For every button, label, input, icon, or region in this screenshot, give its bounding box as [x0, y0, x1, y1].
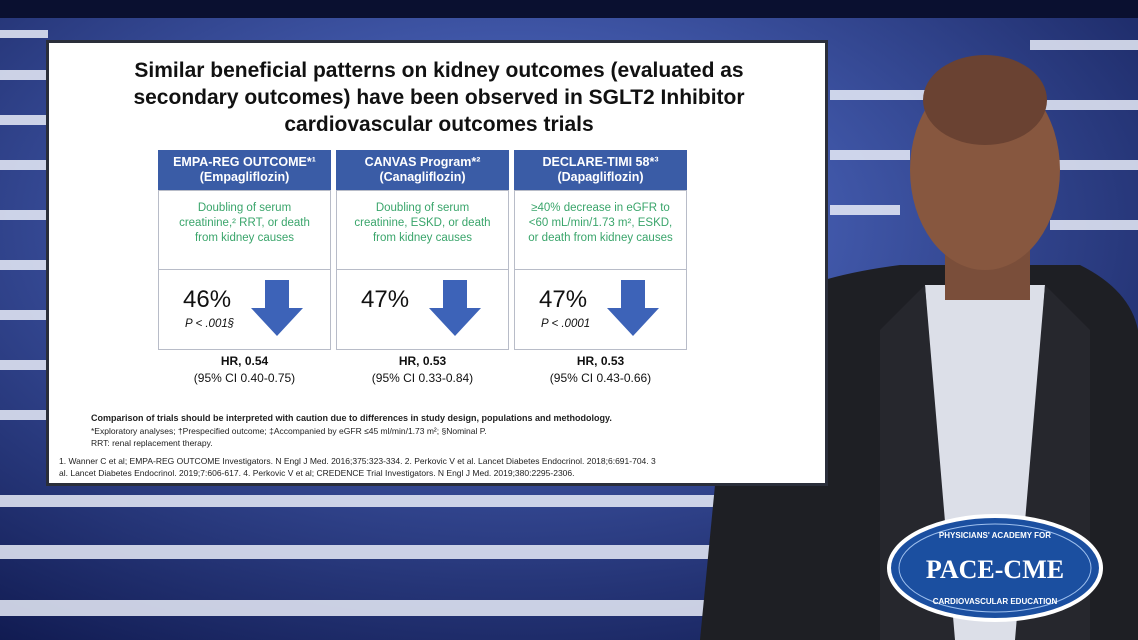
trial-drug: (Dapagliflozin)	[557, 170, 644, 184]
down-arrow	[251, 280, 303, 336]
trial-result: 47%	[336, 270, 509, 350]
trial-drug: (Canagliflozin)	[379, 170, 466, 184]
footnote: *Exploratory analyses; †Prespecified out…	[91, 426, 487, 436]
confidence-interval: (95% CI 0.43-0.66)	[549, 371, 652, 385]
logo-badge	[887, 514, 1103, 622]
trial-header: EMPA-REG OUTCOME*¹ (Empagliflozin)	[158, 150, 331, 190]
caution: Comparison of trials should be interpret…	[91, 413, 612, 423]
slide: Similar beneficial patterns on kidney ou…	[46, 40, 828, 486]
hazard-ratio: HR, 0.53	[576, 354, 625, 368]
logo-top: PHYSICIANS' ACADEMY FOR	[939, 531, 1051, 540]
trial-name: CANVAS Program*²	[364, 155, 481, 169]
trial-header: CANVAS Program*² (Canagliflozin)	[336, 150, 509, 190]
trial-column: CANVAS Program*² (Canagliflozin) Doubling …	[336, 150, 509, 385]
trial-result: 47% P < .0001	[514, 270, 687, 350]
risk-reduction: 46%	[183, 286, 232, 313]
hazard-ratio: HR, 0.53	[398, 354, 447, 368]
trial-column: DECLARE-TIMI 58*³ (Dapagliflozin) ≥40% dec…	[514, 150, 687, 385]
trial-name: DECLARE-TIMI 58*³	[542, 155, 659, 169]
logo-name: PACE-CME	[926, 555, 1064, 584]
trial-column: EMPA-REG OUTCOME*¹ (Empagliflozin) Doublin…	[158, 150, 331, 385]
hazard-ratio: HR, 0.54	[220, 354, 269, 368]
down-arrow	[607, 280, 659, 336]
slide-title: Similar beneficial patterns on kidney ou…	[133, 59, 745, 136]
trial-outcome: ≥40% decrease in eGFR to <60 mL/min/1.73…	[514, 190, 687, 270]
trial-outcome: Doubling of serum creatinine,² RRT, or d…	[158, 190, 331, 270]
down-arrow	[429, 280, 481, 336]
footnote: RRT: renal replacement therapy.	[91, 438, 213, 448]
reference: al. Lancet Diabetes Endocrinol. 2019;7:6…	[59, 468, 575, 478]
trial-outcome: Doubling of serum creatinine, ESKD, or d…	[336, 190, 509, 270]
risk-reduction: 47%	[361, 286, 410, 313]
confidence-interval: (95% CI 0.33-0.84)	[371, 371, 474, 385]
trial-result: 46% P < .001§	[158, 270, 331, 350]
reference: 1. Wanner C et al; EMPA-REG OUTCOME Inve…	[59, 456, 656, 466]
trial-name: EMPA-REG OUTCOME*¹	[173, 155, 316, 169]
logo-bottom: CARDIOVASCULAR EDUCATION	[933, 597, 1058, 606]
confidence-interval: (95% CI 0.40-0.75)	[193, 371, 296, 385]
trial-header: DECLARE-TIMI 58*³ (Dapagliflozin)	[514, 150, 687, 190]
p-value: P < .001§	[185, 318, 235, 330]
trial-drug: (Empagliflozin)	[199, 170, 290, 184]
risk-reduction: 47%	[539, 286, 588, 313]
p-value: P < .0001	[541, 318, 591, 330]
